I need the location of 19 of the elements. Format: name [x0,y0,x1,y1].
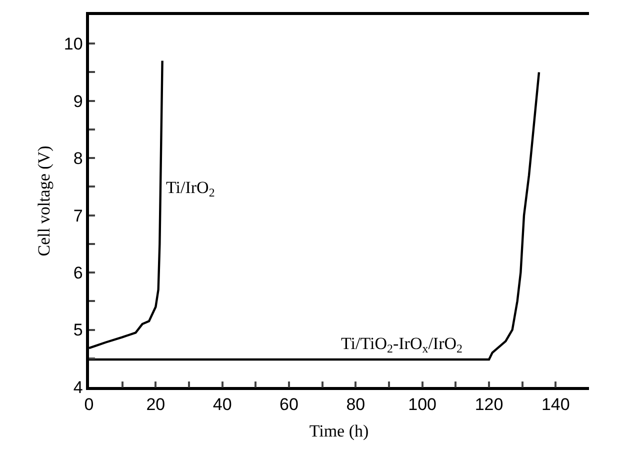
x-tick-label: 0 [84,395,94,414]
x-tick-label: 140 [541,395,570,414]
annotation: Ti/TiO$_{2}$-IrO$_{x}$/IrO$_{2}$ [341,334,463,356]
x-tick-label: 120 [474,395,504,414]
y-tick-label: 7 [73,206,83,226]
y-tick-label: 4 [73,378,83,397]
x-tick-label: 40 [212,395,232,414]
x-axis-title: Time (h) [309,422,369,441]
x-tick-label: 80 [346,395,366,414]
y-tick-label: 6 [73,263,83,282]
x-tick-label: 100 [408,395,437,414]
y-tick-label: 9 [73,92,83,111]
x-tick-label: 60 [280,395,298,414]
y-tick-label: 8 [73,149,83,168]
y-tick-label: 10 [64,34,83,54]
y-tick-label: 5 [73,320,83,340]
y-axis-title: Cell voltage (V) [34,146,54,256]
annotation: Ti/IrO$_{2}$ [166,178,215,200]
x-tick-label: 20 [146,395,166,414]
